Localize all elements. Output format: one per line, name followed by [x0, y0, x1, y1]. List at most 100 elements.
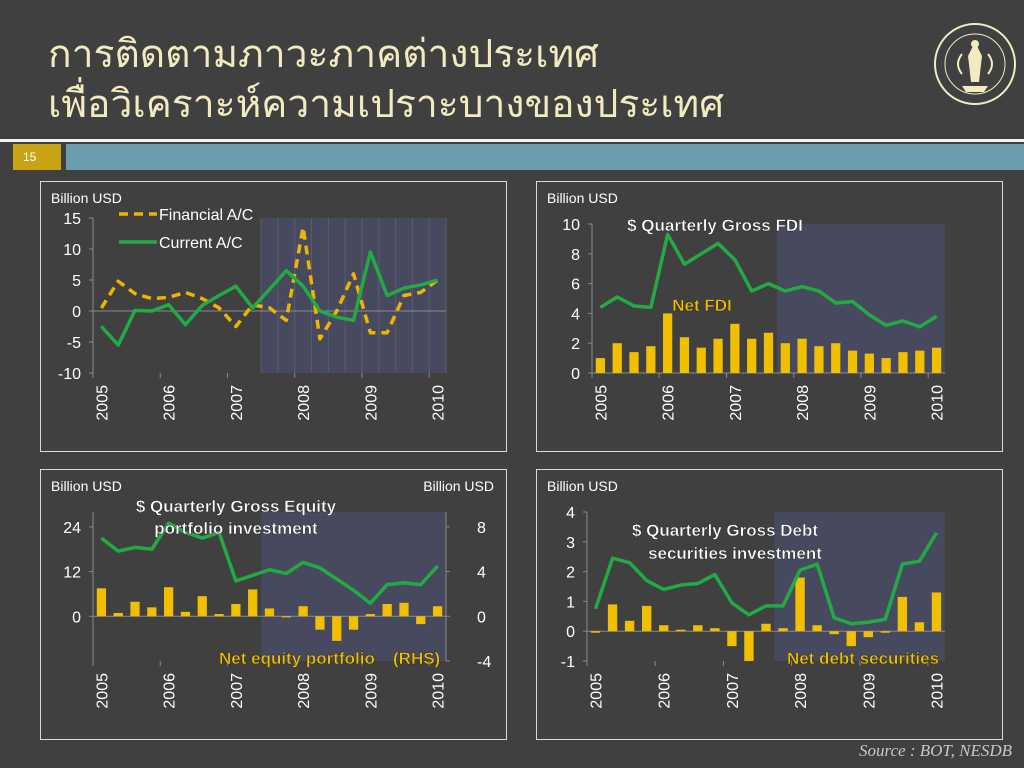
bar [812, 625, 822, 632]
legend-label: Financial A/C [159, 207, 253, 224]
bar [607, 604, 618, 632]
y-tick-label: 15 [63, 211, 81, 228]
bar [915, 350, 925, 373]
debt-chart: Billion USD 4 3 2 1 0 -1 2005 2006 2007 2008 2009 20… [547, 478, 946, 709]
bar [846, 631, 856, 647]
bar [659, 625, 669, 632]
bar [831, 343, 841, 373]
slide-number-box: 15 [13, 144, 61, 170]
y-tick-label: 24 [63, 520, 81, 537]
bar [248, 589, 258, 617]
unit-label: Billion USD [547, 190, 618, 206]
chart-annotation: Net FDI [672, 296, 732, 315]
x-tick-label: 2009 [862, 385, 879, 421]
unit-label: Billion USD [51, 478, 122, 494]
x-tick-label: 2005 [94, 673, 111, 709]
series-line [593, 531, 938, 626]
y-tick-label-right: 4 [477, 565, 486, 582]
title-line-2: เพื่อวิเคราะห์ความเปราะบางของประเทศ [48, 82, 725, 127]
bar [281, 616, 291, 618]
unit-label: Billion USD [547, 478, 618, 494]
x-tick-label: 2007 [229, 673, 246, 709]
accent-bar [66, 144, 1024, 170]
bop-chart-panel: Billion USD 15 10 5 0 -5 -10 2005 2006 2007 2008 20… [40, 181, 507, 452]
bar [96, 588, 107, 617]
chart-annotation: $ Quarterly Gross Equity [136, 497, 337, 516]
slide-number: 15 [23, 150, 37, 164]
bar [595, 358, 606, 373]
x-tick-label: 2007 [728, 385, 745, 421]
x-tick-label: 2010 [431, 673, 448, 709]
x-tick-label: 2005 [94, 385, 111, 421]
x-tick-label: 2006 [657, 673, 674, 709]
bar [214, 614, 224, 617]
bar [315, 616, 325, 630]
x-tick-label: 2007 [229, 385, 246, 421]
series-line [599, 232, 938, 329]
bar [264, 608, 275, 617]
bar [897, 596, 908, 632]
y-tick-label: 4 [566, 505, 575, 522]
chart-annotation: portfolio investment [154, 519, 318, 538]
title-line-1: การติดตามภาวะภาคต่างประเทศ [48, 32, 599, 77]
x-tick-label: 2008 [795, 385, 812, 421]
bar [713, 338, 723, 373]
x-tick-label: 2006 [162, 673, 179, 709]
bar [231, 603, 241, 617]
y-tick-label: 0 [72, 609, 81, 626]
y-tick-label: 6 [571, 277, 580, 294]
chart-annotation: (RHS) [393, 649, 440, 668]
bar [590, 631, 601, 633]
bar [348, 616, 359, 630]
bar [147, 607, 157, 617]
bar [747, 338, 757, 373]
bar [332, 616, 342, 641]
bar [763, 332, 774, 373]
bar [744, 631, 754, 661]
bar [730, 323, 740, 373]
bar [864, 353, 874, 373]
y-tick-label: 10 [63, 242, 81, 259]
chart-annotation: Net equity portfolio [219, 649, 375, 668]
y-tick-label: 0 [571, 366, 580, 383]
equity-chart-panel: Billion USD Billion USD 24 12 0 8 4 0 -4 2005 2006… [40, 469, 507, 740]
bar [795, 577, 805, 632]
y-tick-label-right: -4 [477, 654, 491, 671]
bar [814, 346, 824, 373]
y-tick-label: 0 [72, 304, 81, 321]
bar [416, 616, 426, 625]
bar [679, 337, 690, 373]
shaded-period [261, 512, 446, 661]
y-tick-label: 8 [571, 247, 580, 264]
y-tick-label: 4 [571, 306, 580, 323]
x-tick-label: 2008 [296, 385, 313, 421]
fdi-chart-panel: Billion USD 10 8 6 4 2 0 2005 2006 2007 2008 2009 20… [536, 181, 1003, 452]
bar [676, 629, 686, 632]
bar [829, 631, 839, 635]
y-tick-label: -1 [561, 654, 575, 671]
fdi-chart: Billion USD 10 8 6 4 2 0 2005 2006 2007 2008 2009 20… [547, 190, 947, 421]
x-tick-label: 2005 [593, 385, 610, 421]
y-tick-label: 12 [63, 565, 81, 582]
bar [624, 620, 635, 632]
bar [197, 596, 207, 617]
bar [727, 631, 737, 647]
bar [399, 602, 409, 617]
bar [761, 623, 771, 632]
series-line [100, 250, 439, 347]
bar [898, 352, 908, 373]
chart-annotation: securities investment [648, 544, 822, 563]
bar [696, 347, 706, 373]
chart-annotation: Net debt securities [787, 649, 939, 668]
x-tick-label: 2010 [929, 673, 946, 709]
source-note: Source : BOT, NESDB [859, 741, 1012, 760]
shaded-period [261, 218, 446, 373]
bar [113, 612, 123, 617]
title-divider [0, 139, 1024, 142]
bar [641, 605, 652, 632]
bar [646, 346, 656, 373]
bar [863, 631, 873, 638]
series-line [100, 521, 439, 606]
equity-chart: Billion USD Billion USD 24 12 0 8 4 0 -4 2005 2006… [51, 478, 494, 709]
x-tick-label: 2009 [363, 385, 380, 421]
